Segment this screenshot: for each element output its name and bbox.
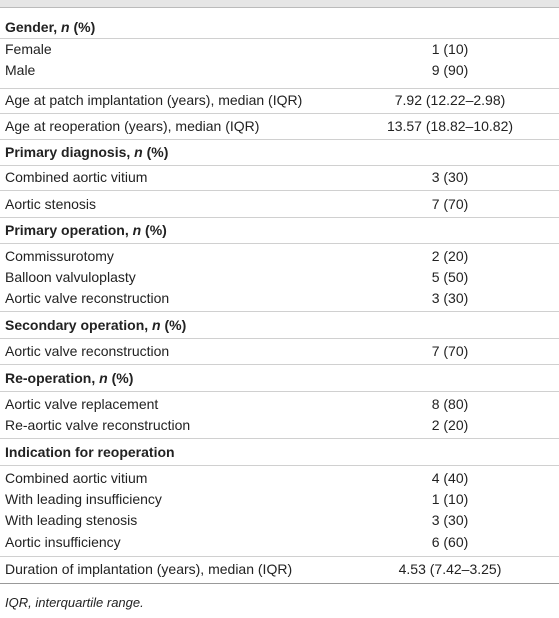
data-row: Combined aortic vitium 3 (30) — [0, 166, 559, 188]
data-row: Balloon valvuloplasty 5 (50) — [0, 266, 559, 288]
data-row: With leading stenosis 3 (30) — [0, 509, 559, 531]
section-header-row: Re-operation, n (%) — [0, 367, 559, 389]
data-row: Combined aortic vitium 4 (40) — [0, 467, 559, 489]
section-header: Secondary operation, n (%) — [5, 314, 186, 336]
italic-n: n — [134, 144, 143, 160]
row-separator — [0, 364, 559, 365]
row-value: 3 (30) — [431, 169, 469, 185]
header-text: (%) — [141, 222, 167, 238]
row-separator — [0, 217, 559, 218]
italic-n: n — [99, 370, 108, 386]
section-header-row: Secondary operation, n (%) — [0, 314, 559, 336]
row-value: 6 (60) — [431, 534, 469, 550]
section-header-row: Indication for reoperation — [0, 441, 559, 463]
row-separator — [0, 338, 559, 339]
row-label: Balloon valvuloplasty — [5, 269, 136, 285]
row-value: 9 (90) — [431, 62, 469, 78]
section-header: Re-operation, n (%) — [5, 367, 133, 389]
table-top-bar — [0, 0, 559, 8]
row-separator — [0, 139, 559, 140]
row-separator — [0, 165, 559, 166]
row-separator — [0, 38, 559, 39]
section-header-row: Primary diagnosis, n (%) — [0, 141, 559, 163]
row-value: 7 (70) — [431, 196, 469, 212]
row-value: 7.92 (12.22–2.98) — [394, 92, 506, 108]
data-row: Age at patch implantation (years), media… — [0, 89, 559, 111]
section-header: Primary operation, n (%) — [5, 219, 167, 241]
data-row: Aortic valve reconstruction 3 (30) — [0, 287, 559, 309]
row-label: Male — [5, 62, 36, 78]
row-value: 3 (30) — [431, 512, 469, 528]
row-label: Aortic valve replacement — [5, 396, 159, 412]
row-label: With leading insufficiency — [5, 491, 162, 507]
italic-n: n — [132, 222, 142, 238]
row-separator — [0, 465, 559, 466]
data-row: Aortic valve reconstruction 7 (70) — [0, 340, 559, 362]
row-separator — [0, 556, 559, 557]
row-label: Aortic valve reconstruction — [5, 343, 170, 359]
row-separator — [0, 311, 559, 312]
row-label: Aortic insufficiency — [5, 534, 121, 550]
row-separator — [0, 391, 559, 392]
section-header-row: Gender, n (%) — [0, 16, 559, 38]
row-label: Age at patch implantation (years), media… — [5, 92, 303, 108]
row-value: 7 (70) — [431, 343, 469, 359]
section-header: Primary diagnosis, n (%) — [5, 141, 168, 163]
row-label: Combined aortic vitium — [5, 169, 148, 185]
header-text: (%) — [160, 317, 187, 333]
header-text: Secondary operation, — [5, 317, 153, 333]
row-label: Female — [5, 41, 52, 57]
header-text: (%) — [69, 19, 96, 35]
row-separator — [0, 243, 559, 244]
row-separator — [0, 438, 559, 439]
header-text: (%) — [107, 370, 134, 386]
data-row: With leading insufficiency 1 (10) — [0, 488, 559, 510]
row-value: 4 (40) — [431, 470, 469, 486]
data-row: Aortic valve replacement 8 (80) — [0, 393, 559, 415]
row-label: Commissurotomy — [5, 248, 114, 264]
header-text: Indication for reoperation — [5, 444, 175, 460]
header-text: Gender, — [5, 19, 62, 35]
italic-n: n — [152, 317, 161, 333]
row-label: Combined aortic vitium — [5, 470, 148, 486]
row-label: Aortic valve reconstruction — [5, 290, 170, 306]
header-text: (%) — [142, 144, 169, 160]
section-header: Indication for reoperation — [5, 441, 175, 463]
row-separator — [0, 88, 559, 89]
row-separator — [0, 190, 559, 191]
row-value: 1 (10) — [431, 41, 469, 57]
row-value: 5 (50) — [431, 269, 469, 285]
header-text: Re-operation, — [5, 370, 100, 386]
row-label: With leading stenosis — [5, 512, 138, 528]
row-value: 2 (20) — [431, 248, 469, 264]
data-row: Male 9 (90) — [0, 59, 559, 81]
footnote: IQR, interquartile range. — [5, 595, 144, 610]
row-value: 4.53 (7.42–3.25) — [398, 561, 502, 577]
section-header: Gender, n (%) — [5, 16, 95, 38]
data-row: Aortic stenosis 7 (70) — [0, 193, 559, 215]
row-label: Aortic stenosis — [5, 196, 97, 212]
header-text: Primary operation, — [5, 222, 133, 238]
data-row: Age at reoperation (years), median (IQR)… — [0, 115, 559, 137]
data-row: Female 1 (10) — [0, 38, 559, 60]
section-header-row: Primary operation, n (%) — [0, 219, 559, 241]
row-value: 8 (80) — [431, 396, 469, 412]
data-row: Aortic insufficiency 6 (60) — [0, 531, 559, 553]
table-bottom-rule — [0, 583, 559, 584]
row-separator — [0, 113, 559, 114]
row-value: 2 (20) — [431, 417, 469, 433]
data-row: Commissurotomy 2 (20) — [0, 245, 559, 267]
row-value: 3 (30) — [431, 290, 469, 306]
row-value: 1 (10) — [431, 491, 469, 507]
row-label: Duration of implantation (years), median… — [5, 561, 293, 577]
header-text: Primary diagnosis, — [5, 144, 135, 160]
italic-n: n — [61, 19, 70, 35]
row-label: Age at reoperation (years), median (IQR) — [5, 118, 260, 134]
data-row: Duration of implantation (years), median… — [0, 558, 559, 580]
row-value: 13.57 (18.82–10.82) — [386, 118, 514, 134]
row-label: Re-aortic valve reconstruction — [5, 417, 191, 433]
data-row: Re-aortic valve reconstruction 2 (20) — [0, 414, 559, 436]
